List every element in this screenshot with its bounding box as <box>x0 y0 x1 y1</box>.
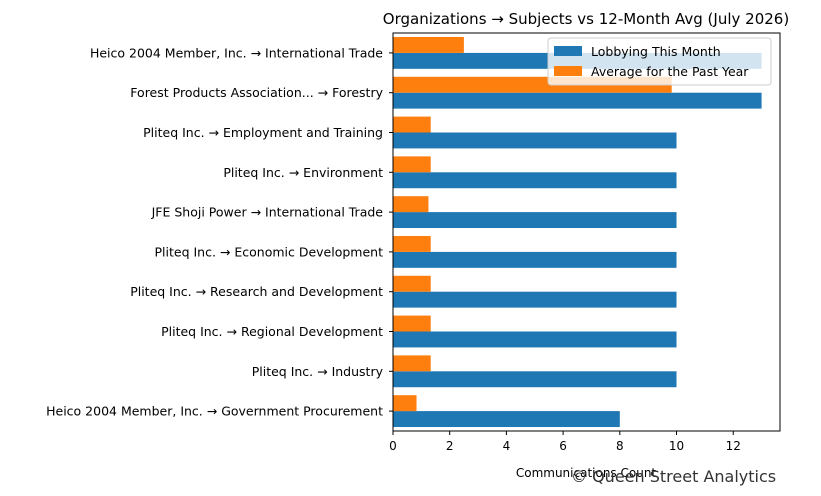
bar-past-year-avg-3 <box>393 156 431 173</box>
bar-past-year-avg-8 <box>393 355 431 372</box>
x-tick-label: 0 <box>389 439 397 453</box>
bar-this-month-1 <box>393 92 762 109</box>
bar-past-year-avg-0 <box>393 36 464 53</box>
y-tick-label: Pliteq Inc. → Environment <box>223 165 383 180</box>
y-tick-label: JFE Shoji Power → International Trade <box>151 205 384 220</box>
legend: Lobbying This Month Average for the Past … <box>547 37 772 86</box>
x-tick-label: 8 <box>616 439 624 453</box>
chart-title: Organizations → Subjects vs 12-Month Avg… <box>383 10 789 28</box>
x-tick-label: 12 <box>726 439 741 453</box>
y-tick-label: Pliteq Inc. → Industry <box>252 364 384 379</box>
legend-label: Lobbying This Month <box>591 44 721 59</box>
y-tick-label: Heico 2004 Member, Inc. → International … <box>90 45 383 60</box>
bar-past-year-avg-6 <box>393 275 431 292</box>
bar-past-year-avg-9 <box>393 395 417 412</box>
bar-this-month-5 <box>393 251 677 268</box>
x-tick-label: 2 <box>446 439 454 453</box>
y-tick-label: Pliteq Inc. → Regional Development <box>161 324 383 339</box>
bar-this-month-2 <box>393 132 677 149</box>
bar-past-year-avg-4 <box>393 196 429 213</box>
x-tick-label: 10 <box>669 439 684 453</box>
y-tick-label: Pliteq Inc. → Research and Development <box>130 284 383 299</box>
bar-this-month-4 <box>393 212 677 229</box>
watermark: © Queen Street Analytics <box>571 467 777 486</box>
plot-frame <box>392 32 781 432</box>
bars-layer <box>393 36 762 428</box>
bar-this-month-9 <box>393 411 620 428</box>
bar-past-year-avg-5 <box>393 235 431 252</box>
y-tick-label: Forest Products Association... → Forestr… <box>130 85 383 100</box>
axes-layer: 0 2 4 6 8 10 12 Heico 2004 Member, Inc. → Inter… <box>46 32 781 453</box>
legend-swatch <box>554 46 582 56</box>
x-axis-label: Communications Count <box>516 466 657 480</box>
bar-this-month-3 <box>393 172 677 189</box>
y-tick-label: Pliteq Inc. → Employment and Training <box>143 125 383 140</box>
bar-past-year-avg-2 <box>393 116 431 133</box>
x-tick-label: 4 <box>503 439 511 453</box>
y-tick-label: Pliteq Inc. → Economic Development <box>155 244 384 259</box>
bar-this-month-7 <box>393 331 677 348</box>
legend-swatch <box>554 66 582 76</box>
legend-label: Average for the Past Year <box>591 64 749 79</box>
bar-this-month-6 <box>393 291 677 308</box>
legend-frame <box>547 37 772 86</box>
x-tick-label: 6 <box>559 439 567 453</box>
bar-this-month-8 <box>393 371 677 388</box>
bar-past-year-avg-7 <box>393 315 431 332</box>
y-tick-label: Heico 2004 Member, Inc. → Government Pro… <box>46 404 383 419</box>
